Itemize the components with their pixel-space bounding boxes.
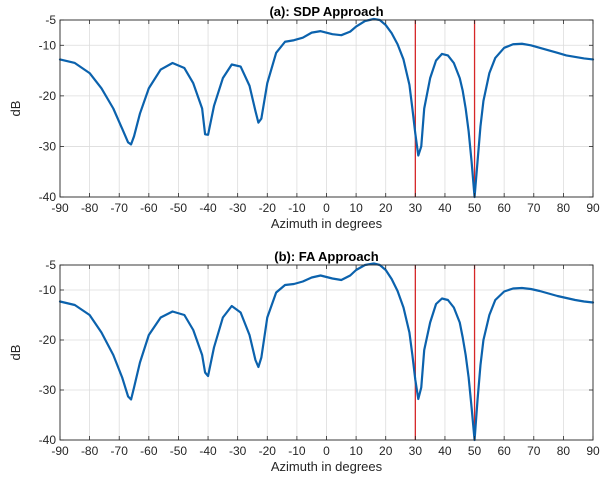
y-axis-label: dB (8, 101, 23, 117)
x-tick-label: -70 (111, 201, 129, 215)
y-tick-label: -30 (39, 139, 57, 153)
x-tick-label: 60 (497, 444, 511, 458)
y-tick-label: -20 (39, 89, 57, 103)
x-tick-label: 90 (586, 201, 600, 215)
x-tick-label: 40 (438, 201, 452, 215)
x-tick-label: -50 (170, 444, 188, 458)
x-tick-label: 70 (527, 444, 541, 458)
x-axis-label: Azimuth in degrees (271, 459, 383, 474)
y-tick-label: -5 (45, 258, 56, 272)
plot-title: (b): FA Approach (274, 249, 379, 264)
x-tick-label: 50 (468, 444, 482, 458)
x-tick-label: -10 (288, 444, 306, 458)
x-tick-label: -70 (111, 444, 129, 458)
y-tick-label: -30 (39, 383, 57, 397)
x-tick-label: 90 (586, 444, 600, 458)
x-tick-label: 80 (557, 444, 571, 458)
x-tick-label: 0 (323, 201, 330, 215)
y-axis-label: dB (8, 345, 23, 361)
y-tick-label: -5 (45, 13, 56, 27)
x-tick-label: -30 (229, 201, 247, 215)
y-tick-label: -40 (39, 433, 57, 447)
y-tick-label: -40 (39, 190, 57, 204)
x-tick-label: 70 (527, 201, 541, 215)
subplot-b: -90 -80 -70 -60 -50 -40 -30 -20 -10 0 10 20 30 40 50 60… (8, 249, 600, 474)
x-tick-label: -20 (259, 444, 277, 458)
x-tick-label: -50 (170, 201, 188, 215)
subplot-a: -90 -80 -70 -60 -50 -40 -30 -20 -10 0 10 20 30 40 50 60… (8, 4, 600, 231)
x-tick-label: -30 (229, 444, 247, 458)
x-tick-label: -40 (199, 444, 217, 458)
x-tick-label: -10 (288, 201, 306, 215)
x-tick-label: 10 (349, 201, 363, 215)
x-tick-label: -80 (81, 201, 99, 215)
x-tick-label: -20 (259, 201, 277, 215)
y-tick-label: -10 (39, 38, 57, 52)
x-tick-label: 30 (409, 444, 423, 458)
series-line (58, 262, 595, 442)
x-tick-label: 60 (497, 201, 511, 215)
x-tick-label: -90 (51, 444, 69, 458)
plot-title: (a): SDP Approach (269, 4, 383, 19)
x-tick-label: -80 (81, 444, 99, 458)
x-tick-label: -60 (140, 201, 158, 215)
x-tick-label: -40 (199, 201, 217, 215)
x-axis-label: Azimuth in degrees (271, 216, 383, 231)
x-tick-label: 10 (349, 444, 363, 458)
x-tick-label: -60 (140, 444, 158, 458)
x-tick-label: 40 (438, 444, 452, 458)
x-tick-label: 20 (379, 444, 393, 458)
x-tick-label: 0 (323, 444, 330, 458)
x-tick-label: 50 (468, 201, 482, 215)
x-tick-label: 80 (557, 201, 571, 215)
x-tick-label: -90 (51, 201, 69, 215)
x-tick-label: 30 (409, 201, 423, 215)
y-tick-label: -10 (39, 283, 57, 297)
y-tick-label: -20 (39, 333, 57, 347)
x-tick-label: 20 (379, 201, 393, 215)
